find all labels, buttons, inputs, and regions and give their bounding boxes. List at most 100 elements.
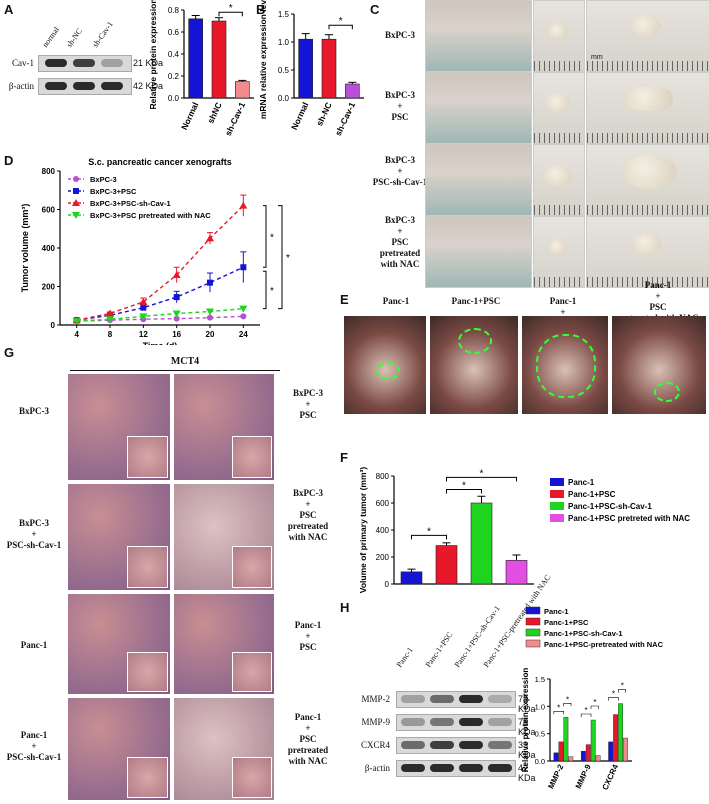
x-tick-label: 8: [108, 330, 113, 339]
panel-label-b: B: [256, 2, 266, 17]
histology-image: [68, 698, 170, 800]
blot-strip: [396, 714, 516, 731]
bar: [188, 18, 203, 99]
legend-swatch: [550, 514, 564, 522]
legend-swatch: [550, 502, 564, 510]
y-tick-label: 800: [42, 167, 56, 176]
legend-label: Panc-1+PSC: [568, 490, 616, 499]
data-point: [239, 305, 248, 313]
bar: [595, 755, 601, 762]
histology-image: [68, 484, 170, 590]
tumor-photo: [533, 72, 585, 144]
legend-label: Panc-1+PSC pretreted with NAC: [568, 514, 690, 523]
histology-image: [174, 594, 274, 694]
row-label: BxPC-3: [385, 30, 415, 40]
bar: [321, 38, 337, 99]
blot-h: Panc-1 Panc-1+PSC Panc-1+PSC-sh-Cav-1 Pa…: [340, 573, 553, 804]
chart-b: 0.0 0.5 1.0 1.5 mRNA relative expression lev…: [258, 0, 364, 137]
legend-swatch: [525, 617, 541, 626]
panel-label-g: G: [4, 345, 15, 360]
header-rule: [70, 370, 280, 371]
data-point: [73, 188, 79, 194]
row-label: BxPC-3 + PSC-sh-Cav-1: [372, 155, 428, 187]
sig-bracket: [263, 205, 267, 268]
x-axis-label: Time (d): [143, 341, 178, 345]
sig-star: *: [593, 698, 596, 707]
panel-label-f: F: [340, 450, 348, 465]
bar: [608, 741, 614, 762]
x-tick-label: shNC: [205, 101, 223, 125]
x-tick-label: 24: [239, 330, 248, 339]
data-point: [106, 316, 114, 324]
row-label-right: Panc-1 + PSC pretreated with NAC: [287, 712, 329, 766]
sig-star: *: [462, 481, 466, 492]
mct4-header: MCT4: [170, 356, 200, 367]
sig-star: *: [585, 706, 588, 715]
blot-row-label: CXCR4: [360, 740, 390, 750]
bar: [618, 703, 623, 762]
blot-a: normal sh-NC sh-Cav-1 Cav-1 β-actin 21 K…: [0, 0, 170, 100]
data-point: [139, 297, 148, 305]
x-tick-label: 12: [139, 330, 148, 339]
histology-image: [174, 698, 274, 800]
y-tick-label: 1.0: [535, 702, 545, 711]
panel-label-d: D: [4, 153, 14, 168]
series-line: [76, 307, 244, 322]
y-tick-label: 0.0: [535, 757, 545, 766]
y-tick-label: 200: [42, 283, 56, 292]
legend-label: Panc-1+PSC-sh-Cav-1: [568, 502, 652, 511]
legend-label: BxPC-3: [90, 175, 117, 184]
data-point: [207, 314, 213, 321]
y-tick-label: 1.0: [278, 38, 290, 47]
y-axis-label: Tumor volume (mm³): [20, 204, 30, 293]
data-point: [240, 264, 247, 271]
blot-strip: [396, 737, 516, 754]
data-point: [72, 199, 80, 206]
mouse-photo: [425, 72, 532, 144]
blot-size-label: 21 KDa: [133, 58, 164, 68]
chart-f: 0 200 400 600 800 Volume of primary tumor (mm…: [358, 467, 690, 594]
x-tick-label: Normal: [289, 101, 310, 132]
sig-bracket: [411, 534, 447, 540]
sig-bracket: [278, 205, 283, 310]
bar: [558, 741, 564, 762]
x-tick-label: MMP-9: [574, 763, 593, 791]
y-axis-label: Volume of primary tumor (mm³): [358, 467, 368, 594]
surgery-photo: [522, 316, 608, 414]
legend-swatch: [550, 490, 564, 498]
bar: [470, 502, 493, 585]
blot-size-label: 42 KDa: [518, 763, 536, 783]
tumor-photo: [533, 144, 585, 216]
bar: [568, 756, 574, 762]
blot-strip: [396, 760, 516, 777]
panel-label-h: H: [340, 600, 350, 615]
y-tick-label: 0.8: [168, 6, 180, 15]
bar: [585, 744, 591, 762]
data-point: [106, 309, 114, 317]
bar: [580, 750, 586, 762]
x-tick-label: CXCR4: [601, 763, 621, 792]
panel-label-a: A: [4, 2, 14, 17]
bar: [435, 545, 458, 585]
x-tick-label: 4: [74, 330, 79, 339]
blot-size-label: 33 KDa: [518, 740, 536, 760]
bar: [298, 38, 313, 99]
sig-bracket: [328, 24, 353, 30]
chart-d: S.c. pancreatic cancer xenografts 0 200 400…: [20, 157, 290, 345]
x-tick-label: MMP-2: [546, 763, 565, 791]
legend-label: Panc-1+PSC: [544, 618, 589, 627]
mouse-photo: [425, 0, 532, 72]
y-axis-label: mRNA relative expression level: [258, 0, 268, 119]
panel-g: MCT4 BxPC-3 BxPC-3 + PSC-sh-Cav-1 Panc-1…: [0, 350, 340, 804]
x-tick-label: sh-NC: [314, 101, 334, 128]
y-tick-label: 0: [51, 321, 56, 330]
sig-bracket: [580, 713, 592, 717]
mm-label: mm: [591, 54, 603, 61]
sig-star: *: [270, 232, 274, 243]
sig-star: *: [557, 703, 560, 712]
sig-star: *: [566, 695, 569, 704]
x-tick-label: Normal: [179, 101, 200, 132]
bar: [505, 560, 528, 585]
sig-bracket: [590, 705, 599, 709]
band: [73, 82, 95, 90]
